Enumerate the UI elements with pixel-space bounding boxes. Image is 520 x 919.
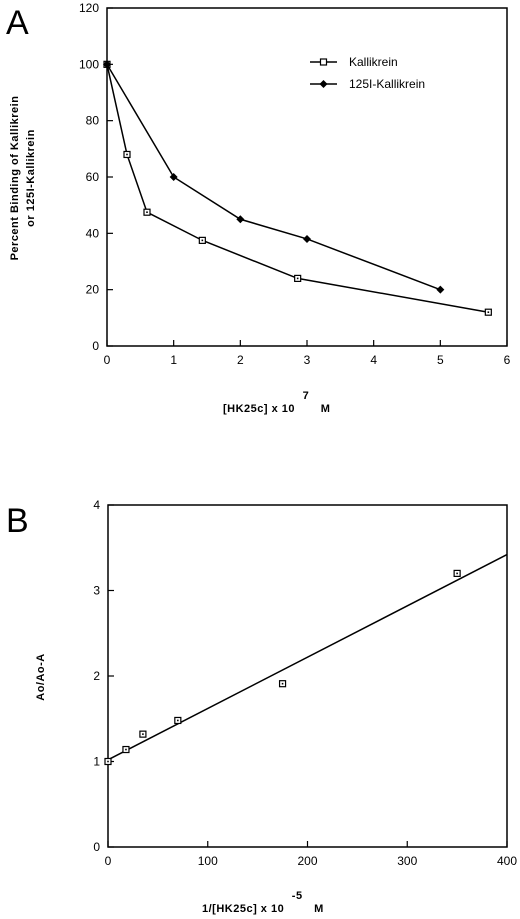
panel-a-xlabel-unit: M <box>321 403 331 415</box>
panel-a-y-tick-label: 20 <box>86 283 100 297</box>
panel-a-x-tick-label: 3 <box>304 353 311 367</box>
panel-a-point-125i-kallikrein <box>436 285 445 294</box>
panel-b-x-tick-label: 0 <box>105 854 112 868</box>
panel-a-point-125i-kallikrein <box>236 215 245 224</box>
panel-b-point-center <box>107 760 109 763</box>
panel-a-x-tick-label: 0 <box>104 353 111 367</box>
panel-b-point-center <box>281 682 284 685</box>
panel-b-ylabel: Ao/Ao-A <box>35 653 47 701</box>
panel-a-x-tick-label: 5 <box>437 353 444 367</box>
panel-a-y-tick-label: 60 <box>86 170 100 184</box>
panel-b-y-tick-label: 3 <box>93 584 100 598</box>
panel-b: B 0 100 200 300 400 0 1 2 3 4 Ao/Ao-A 1/[HK25c] x… <box>6 498 517 915</box>
panel-a-series <box>103 60 492 316</box>
panel-a-y-tick-label: 100 <box>79 57 99 71</box>
panel-a-ylabel-line2: or 125I-Kallikrein <box>25 129 37 227</box>
panel-b-xlabel-exponent: -5 <box>292 890 303 902</box>
legend-label-kallikrein: Kallikrein <box>349 55 398 69</box>
panel-a-x-tick-label: 1 <box>170 353 177 367</box>
panel-b-fit-line <box>107 553 508 761</box>
panel-b-y-tick-label: 0 <box>93 840 100 854</box>
panel-b-axes: 0 100 200 300 400 0 1 2 3 4 <box>93 498 517 868</box>
panel-b-point-center <box>142 733 144 735</box>
panel-a-letter: A <box>6 4 29 42</box>
panel-a-y-tick-label: 80 <box>86 114 100 128</box>
panel-a-x-tick-label: 6 <box>504 353 511 367</box>
panel-b-point-center <box>177 719 179 722</box>
panel-b-point-center <box>456 572 458 575</box>
panel-b-y-tick-label: 4 <box>93 498 100 512</box>
panel-b-xlabel-unit: M <box>314 903 324 915</box>
panel-b-plot-frame <box>107 504 508 848</box>
panel-a-point-center <box>296 277 299 280</box>
panel-a-legend: Kallikrein 125I-Kallikrein <box>310 55 425 91</box>
panel-b-series <box>104 553 508 766</box>
panel-a-point-center <box>126 153 128 156</box>
panel-a-xlabel: [HK25c] x 10 7 M <box>223 390 330 415</box>
legend-label-125i-kallikrein: 125I-Kallikrein <box>349 77 425 91</box>
panel-a-y-tick-label: 40 <box>86 226 100 240</box>
panel-a-point-center <box>487 311 490 313</box>
panel-b-xlabel: 1/[HK25c] x 10 -5 M <box>202 890 324 915</box>
panel-a-xlabel-text: [HK25c] x 10 <box>223 403 295 415</box>
panel-a-plot-frame <box>106 7 508 347</box>
panel-a-series-line-kallikrein <box>106 64 489 313</box>
panel-a-y-tick-label: 120 <box>79 1 99 15</box>
legend-marker-125i-kallikrein <box>319 80 328 88</box>
panel-a-point-center <box>146 211 148 214</box>
panel-b-y-tick-label: 1 <box>93 755 100 769</box>
panel-b-letter: B <box>6 502 29 540</box>
panel-b-point-center <box>125 748 127 751</box>
panel-b-x-tick-label: 400 <box>497 854 517 868</box>
panel-b-x-tick-label: 200 <box>297 854 317 868</box>
panel-a-x-tick-label: 2 <box>237 353 244 367</box>
panel-b-x-tick-label: 100 <box>198 854 218 868</box>
panel-a-x-tick-label: 4 <box>370 353 377 367</box>
panel-a-y-tick-label: 0 <box>92 339 99 353</box>
panel-a-series-line-125i-kallikrein <box>106 63 441 291</box>
panel-a-point-125i-kallikrein <box>303 234 311 243</box>
panel-a-xlabel-exponent: 7 <box>303 390 310 402</box>
panel-a-ylabel-line1: Percent Binding of Kallikrein <box>9 96 21 261</box>
panel-a-point-125i-kallikrein <box>169 173 178 181</box>
panel-b-x-tick-label: 300 <box>397 854 417 868</box>
panel-b-xlabel-text: 1/[HK25c] x 10 <box>202 903 284 915</box>
legend-marker-kallikrein <box>319 58 328 66</box>
panel-a-y-axis-title: Percent Binding of Kallikrein or 125I-Ka… <box>9 96 37 261</box>
panel-b-y-tick-label: 2 <box>93 669 100 683</box>
panel-a-point-center <box>201 239 204 242</box>
panel-a-point-125i-kallikrein <box>103 60 111 69</box>
